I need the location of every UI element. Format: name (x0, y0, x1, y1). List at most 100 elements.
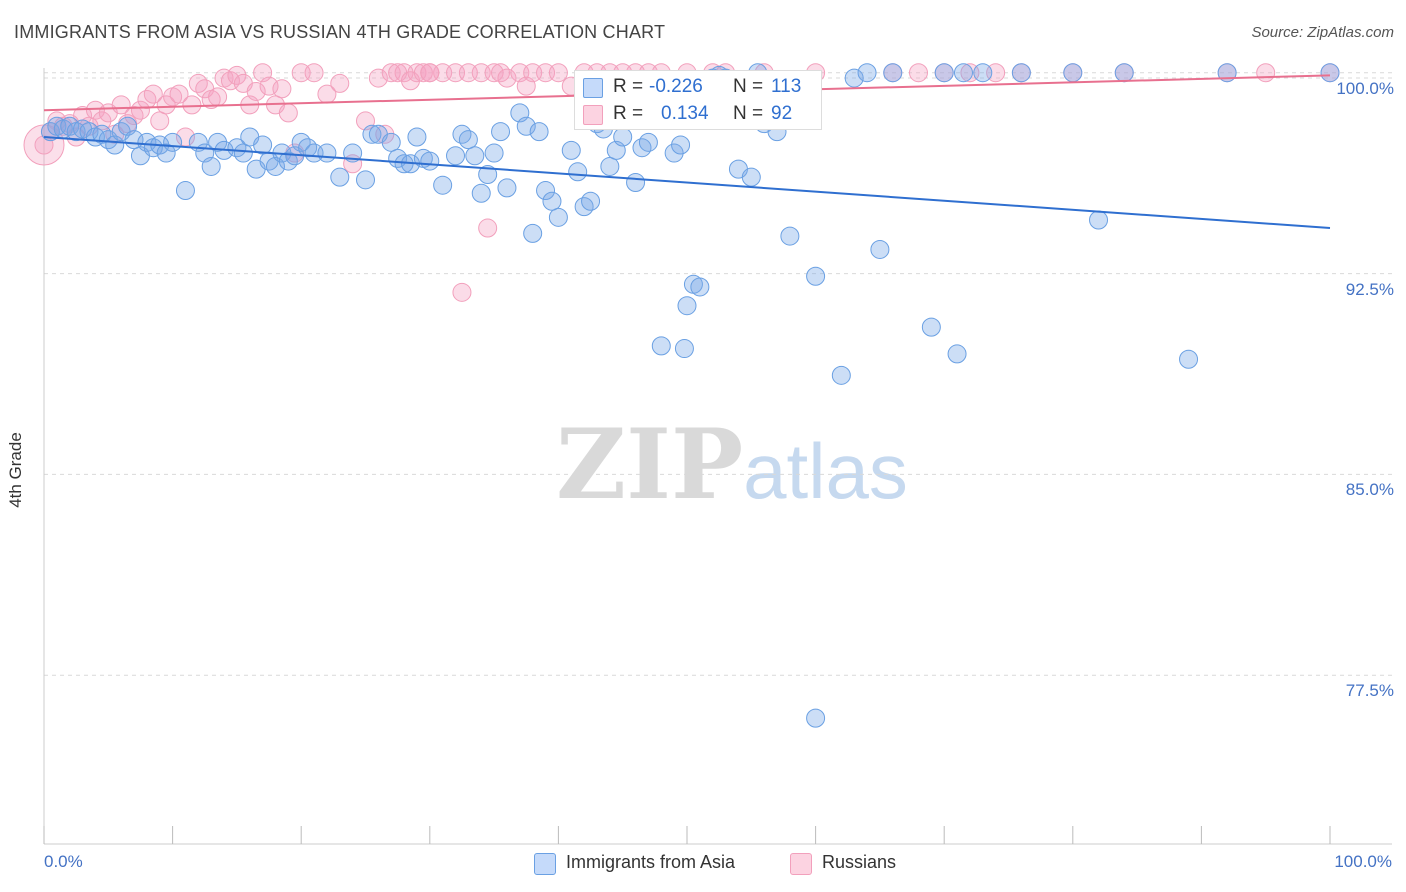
russians-point (124, 106, 144, 126)
asia-point (233, 143, 253, 163)
asia-point (446, 146, 466, 166)
asia-point (600, 156, 620, 176)
legend-swatch-asia (534, 853, 556, 875)
russians-point (143, 84, 163, 104)
asia-point (674, 339, 694, 359)
stats-r-label: R = (613, 103, 644, 124)
asia-point (1063, 63, 1083, 83)
asia-point (831, 365, 851, 385)
russians-point (497, 68, 517, 88)
stats-n-value-asia: 113 (771, 76, 802, 97)
asia-point (1114, 63, 1134, 83)
legend-swatch-russians (790, 853, 812, 875)
grid-layer (44, 72, 1392, 676)
stats-swatch-asia (583, 78, 603, 98)
asia-trend-line (43, 135, 1331, 230)
asia-point (497, 178, 517, 198)
asia-point (516, 116, 536, 136)
asia-point (806, 266, 826, 286)
asia-point (1011, 63, 1031, 83)
asia-point (536, 181, 556, 201)
asia-point (548, 207, 568, 227)
asia-point (677, 296, 697, 316)
russians-point (137, 89, 157, 109)
asia-point (638, 132, 658, 152)
russians-point (908, 63, 928, 83)
russians-point (413, 63, 433, 83)
asia-point (420, 151, 440, 171)
asia-point (921, 317, 941, 337)
asia-point (291, 132, 311, 152)
asia-point (362, 124, 382, 144)
asia-point (330, 167, 350, 187)
russians-point (548, 63, 568, 83)
asia-point (1179, 349, 1199, 369)
asia-point (741, 167, 761, 187)
asia-point (780, 226, 800, 246)
asia-point (883, 63, 903, 83)
asia-point (690, 277, 710, 297)
russians-point (368, 68, 388, 88)
legend-label-russians: Russians (822, 852, 897, 872)
asia-point (163, 132, 183, 152)
russians-point (111, 95, 131, 115)
russians-point (452, 282, 472, 302)
asia-point (458, 130, 478, 150)
asia-point (471, 183, 491, 203)
asia-point (407, 127, 427, 147)
asia-point (632, 138, 652, 158)
asia-point (529, 122, 549, 142)
stats-row-russians: R = 0.134 N = 92 (575, 101, 821, 127)
asia-point (953, 63, 973, 83)
stats-n-value-russians: 92 (771, 103, 793, 124)
asia-point (671, 135, 691, 155)
asia-point (1320, 63, 1340, 83)
stats-r-value-asia: -0.226 (649, 76, 703, 97)
asia-point (92, 124, 112, 144)
asia-point (806, 708, 826, 728)
asia-points-layer (40, 63, 1340, 728)
source-label: Source: ZipAtlas.com (1251, 24, 1394, 41)
russians-point (188, 73, 208, 93)
asia-point (523, 223, 543, 243)
russians-point (182, 95, 202, 115)
asia-point (208, 132, 228, 152)
russians-point (175, 127, 195, 147)
russians-point (150, 111, 170, 131)
stats-r-value-russians: 0.134 (661, 103, 709, 124)
asia-point (973, 63, 993, 83)
legend-label-asia: Immigrants from Asia (566, 852, 736, 872)
asia-point (317, 143, 337, 163)
asia-point (626, 173, 646, 193)
asia-point (465, 146, 485, 166)
asia-point (1089, 210, 1109, 230)
russians-point (491, 63, 511, 83)
stats-r-label: R = (613, 76, 644, 97)
asia-point (227, 138, 247, 158)
asia-point (356, 170, 375, 190)
asia-point (664, 143, 684, 163)
y-tick-label: 85.0% (1345, 480, 1394, 500)
russians-point (272, 79, 292, 99)
asia-point (484, 143, 504, 163)
x-tick-label: 0.0% (44, 852, 83, 871)
asia-point (561, 140, 581, 160)
russians-point (246, 81, 266, 101)
russians-point (1256, 63, 1276, 83)
correlation-stats-box: R = -0.226 N = 113 R = 0.134 N = 92 (574, 70, 822, 130)
russians-point (73, 106, 93, 126)
stats-n-label: N = (733, 76, 764, 97)
asia-point (568, 162, 588, 182)
asia-point (947, 344, 967, 364)
asia-point (156, 143, 176, 163)
x-tick-label: 100.0% (1334, 852, 1392, 871)
asia-point (381, 132, 401, 152)
stats-swatch-russians (583, 105, 603, 125)
russians-point (420, 63, 440, 83)
asia-point (934, 63, 954, 83)
asia-point (581, 191, 601, 211)
asia-point (651, 336, 671, 356)
asia-point (870, 239, 890, 259)
asia-point (844, 68, 864, 88)
